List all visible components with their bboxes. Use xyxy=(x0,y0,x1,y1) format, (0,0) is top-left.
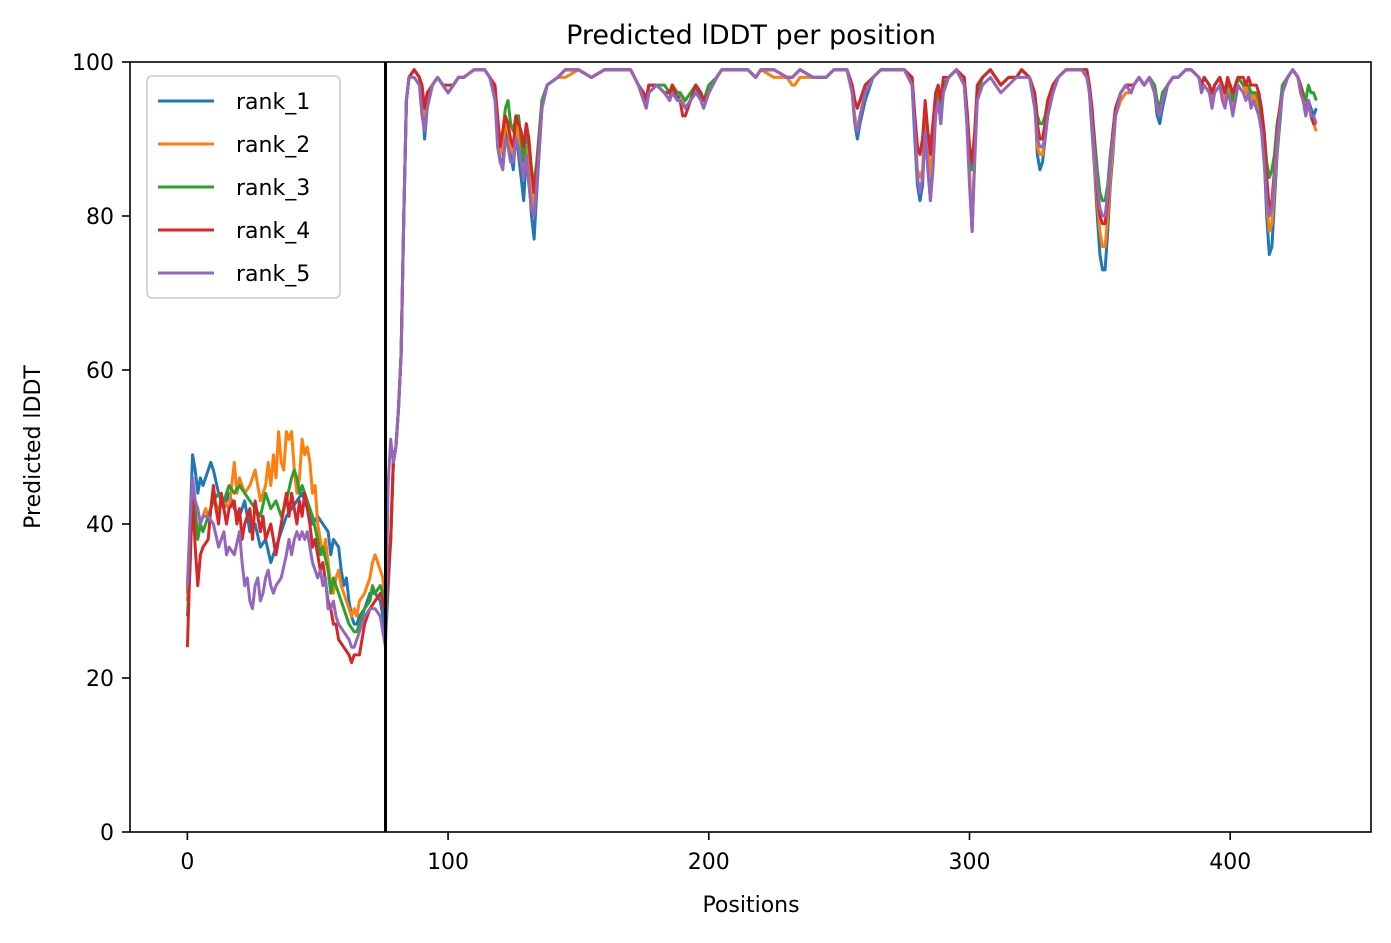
y-tick-label: 0 xyxy=(100,821,114,846)
legend-label: rank_1 xyxy=(236,90,310,115)
y-tick-label: 20 xyxy=(86,667,114,692)
x-tick-label: 200 xyxy=(688,850,730,875)
legend-box xyxy=(146,75,341,299)
y-tick-label: 100 xyxy=(72,51,114,76)
y-axis: 0 20 40 60 80 100 xyxy=(72,51,130,846)
plot-frame xyxy=(129,61,1372,833)
x-tick-label: 0 xyxy=(180,850,194,875)
chart-title: Predicted lDDT per position xyxy=(566,20,936,51)
x-tick-label: 400 xyxy=(1209,850,1251,875)
series-line-rank-1 xyxy=(185,68,1318,641)
x-axis-title: Positions xyxy=(702,893,799,918)
legend: rank_1 rank_2 rank_3 rank_4 rank_5 xyxy=(146,75,341,299)
series-line-rank-4 xyxy=(185,68,1317,665)
legend-label: rank_3 xyxy=(236,176,310,201)
y-axis-title: Predicted lDDT xyxy=(21,365,46,529)
legend-label: rank_5 xyxy=(236,262,310,287)
series-line-rank-5 xyxy=(185,68,1318,649)
legend-label: rank_2 xyxy=(236,133,310,158)
y-tick-label: 80 xyxy=(86,205,114,230)
series-line-rank-3 xyxy=(185,68,1318,634)
y-tick-label: 60 xyxy=(86,359,114,384)
series-line-rank-2 xyxy=(185,68,1318,618)
x-axis: 0 100 200 300 400 xyxy=(180,832,1251,875)
x-tick-label: 300 xyxy=(949,850,991,875)
legend-label: rank_4 xyxy=(236,219,310,244)
x-tick-label: 100 xyxy=(427,850,469,875)
plot-lines xyxy=(185,68,1318,665)
y-tick-label: 40 xyxy=(86,513,114,538)
